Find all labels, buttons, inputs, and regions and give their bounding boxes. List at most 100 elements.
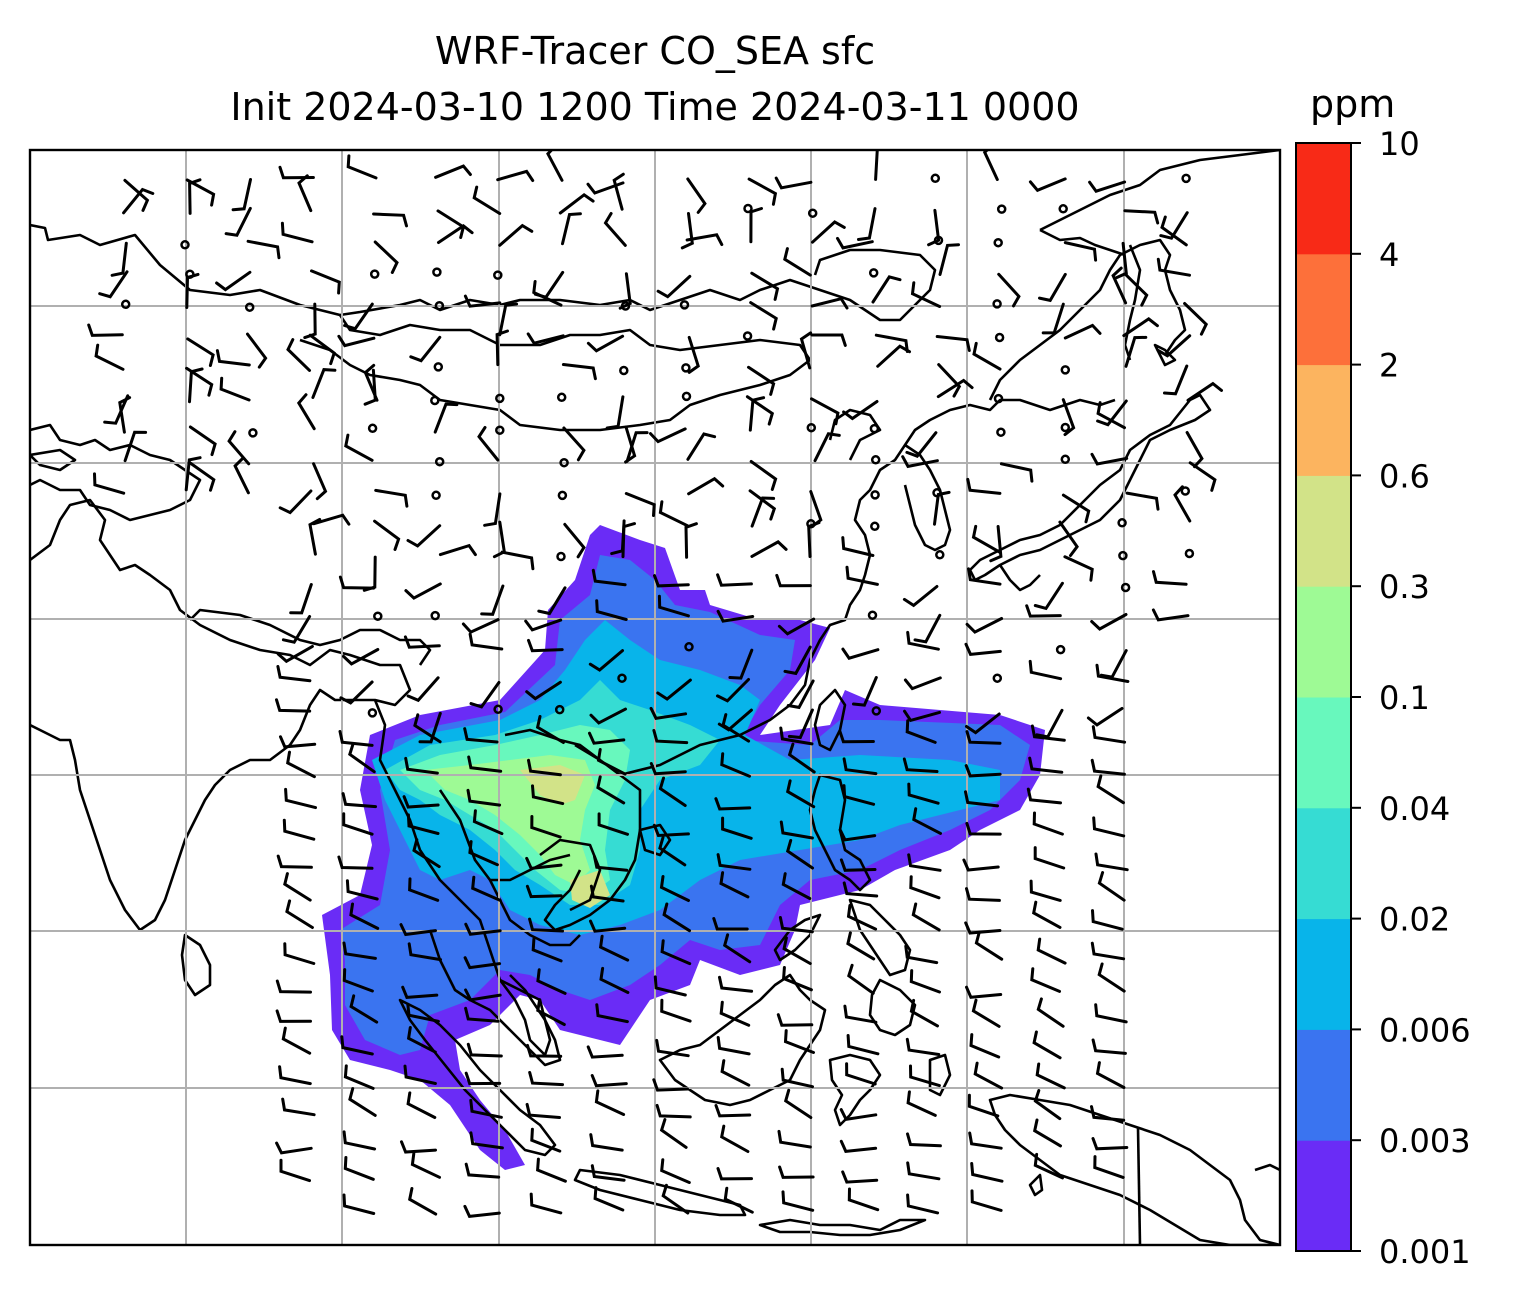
coast-korea [903, 443, 952, 552]
wind-barb [280, 221, 314, 244]
wind-barb [719, 871, 750, 899]
wind-barb [373, 519, 401, 551]
wind-barb [286, 338, 311, 372]
wind-barb [680, 212, 694, 250]
wind-barb [531, 784, 565, 806]
coast-new-guinea [988, 1093, 1280, 1245]
wind-barb [912, 807, 942, 835]
wind-barb [311, 368, 337, 399]
wind-barb [841, 536, 875, 557]
wind-barb-calm [935, 550, 945, 560]
colorbar-block-3 [1296, 807, 1351, 920]
wind-barb [649, 427, 687, 444]
wind-barb [1156, 334, 1192, 358]
wind-barb [841, 647, 880, 660]
wind-barb [1029, 879, 1062, 902]
wind-barb-calm [556, 392, 567, 403]
wind-barb [902, 585, 939, 608]
wind-barb-calm [434, 456, 445, 467]
wind-barb [810, 296, 849, 310]
wind-barb [532, 280, 563, 307]
wind-barb [289, 583, 313, 615]
wind-barb [649, 706, 688, 720]
coast-visayas [848, 898, 912, 977]
wind-barb-calm [495, 425, 505, 435]
wind-barb [813, 432, 841, 463]
wind-barb [965, 821, 1002, 836]
wind-barb [903, 709, 941, 723]
wind-barb [303, 302, 317, 340]
border-tibet [189, 608, 432, 666]
wind-barb [561, 363, 597, 381]
wind-barb [589, 1133, 624, 1152]
wind-barb [1061, 398, 1076, 437]
colorbar-block-9 [1296, 143, 1351, 255]
wind-barb [905, 719, 937, 744]
wind-barb [591, 568, 627, 587]
wind-barb [464, 922, 502, 936]
wind-barb [842, 400, 879, 421]
wind-barb [528, 1071, 564, 1087]
wind-barb [719, 1000, 751, 1027]
wind-barb [1090, 613, 1128, 631]
wind-barb [496, 169, 535, 182]
colorbar-tick-label-2: 0.006 [1379, 1011, 1471, 1049]
wind-barb [903, 676, 942, 691]
wind-barb [777, 1129, 812, 1149]
wind-barb-calm [620, 301, 631, 311]
colorbar-block-0 [1296, 1140, 1351, 1252]
wind-barb [498, 302, 519, 337]
wind-barb [589, 919, 627, 933]
wind-barb [1159, 211, 1189, 240]
wind-barb [603, 212, 627, 247]
wind-barb [906, 1090, 937, 1117]
wind-barb [982, 150, 999, 181]
coast-west [30, 423, 202, 522]
colorbar-tick-label-6: 0.3 [1379, 568, 1430, 606]
wind-barb [716, 853, 752, 871]
wind-barb [437, 224, 474, 244]
wind-barb [649, 762, 687, 776]
wind-barb-calm [993, 237, 1003, 248]
wind-barb [845, 565, 879, 586]
wind-barb [874, 333, 909, 353]
wind-barb [406, 813, 440, 835]
wind-barb [281, 615, 312, 644]
wind-barb-calm [1060, 365, 1071, 375]
wind-barb [589, 707, 627, 725]
wind-barb [1036, 997, 1065, 1028]
wind-barb [1122, 317, 1159, 338]
wind-barb [777, 617, 816, 636]
wind-barb-calm [1181, 173, 1191, 184]
wind-barb [246, 332, 268, 369]
wind-barb [185, 366, 214, 397]
wind-barb [98, 270, 129, 299]
wind-barb [184, 456, 202, 492]
wind-barb [400, 1140, 437, 1154]
wind-barb [464, 1162, 501, 1179]
wind-barb [185, 272, 200, 309]
wind-barb [621, 522, 636, 559]
wind-barb-calm [1117, 518, 1127, 528]
wind-barb [363, 363, 379, 402]
wind-barb [1091, 725, 1127, 744]
wind-barb [783, 247, 812, 277]
wind-barb [747, 177, 778, 206]
wind-barb [227, 430, 251, 466]
wind-barb [589, 884, 625, 903]
wind-barb [842, 757, 878, 776]
wind-barb [1188, 461, 1217, 492]
wind-barb [901, 455, 939, 469]
wind-barb-calm [430, 395, 440, 406]
wind-barb [722, 933, 752, 964]
wind-barb [527, 638, 564, 653]
wind-barb [1094, 852, 1129, 872]
wind-barb-calm [559, 457, 569, 468]
coast-hainan [638, 823, 672, 857]
wind-barb-calm [434, 300, 445, 311]
wind-barb [343, 1064, 375, 1090]
wind-barb [783, 645, 812, 676]
wind-barb [964, 764, 1002, 778]
wind-barb [967, 567, 1002, 586]
wind-barb [346, 154, 378, 180]
